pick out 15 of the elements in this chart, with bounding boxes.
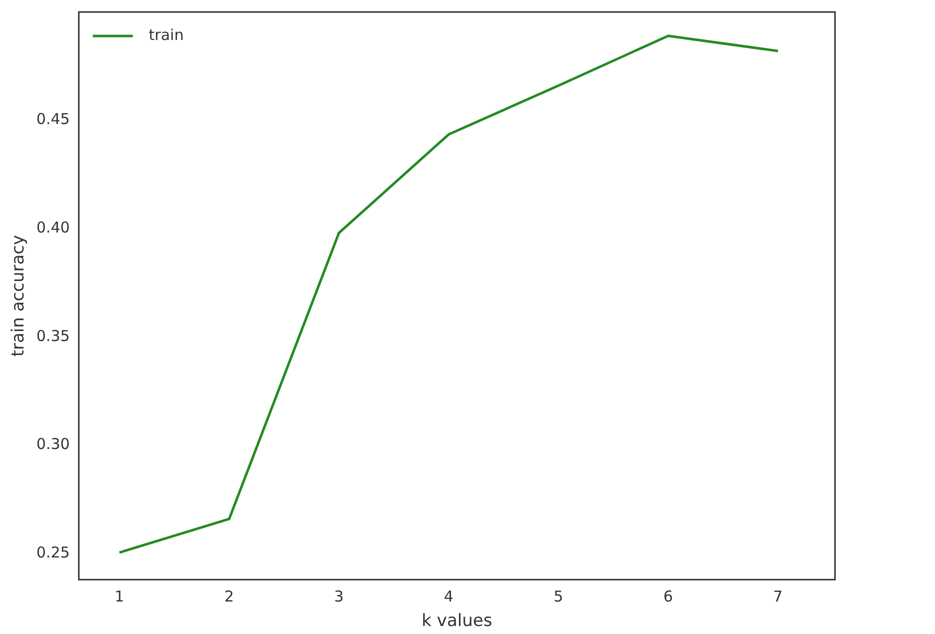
y-tick-label: 0.25 (36, 543, 70, 562)
x-tick-label: 1 (114, 587, 124, 606)
x-tick-label: 3 (334, 587, 344, 606)
x-tick-label: 4 (444, 587, 454, 606)
legend-label: train (148, 26, 184, 44)
y-tick-label: 0.40 (36, 218, 70, 237)
y-tick-label: 0.35 (36, 326, 70, 345)
x-tick-label: 6 (663, 587, 673, 606)
x-tick-label: 5 (554, 587, 564, 606)
x-tick-label: 7 (773, 587, 783, 606)
x-tick-label: 2 (224, 587, 234, 606)
x-axis-title: k values (422, 611, 492, 632)
y-tick-label: 0.30 (36, 435, 70, 454)
y-tick-label: 0.45 (36, 110, 70, 128)
y-axis-title: train accuracy (8, 234, 29, 357)
